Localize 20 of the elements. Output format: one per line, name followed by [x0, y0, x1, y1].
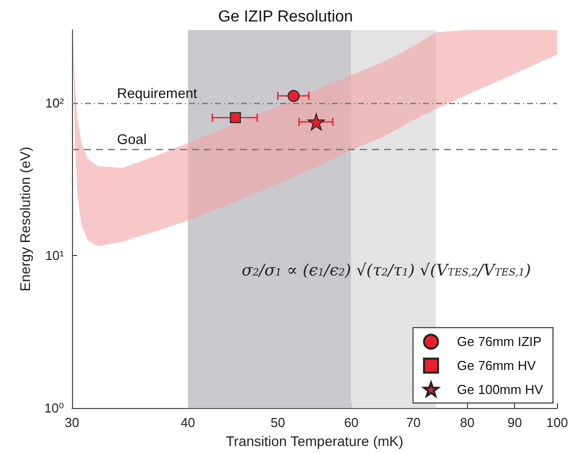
legend-label: Ge 100mm HV — [457, 382, 544, 397]
legend-label: Ge 76mm HV — [457, 358, 536, 374]
x-tick-label: 50 — [270, 415, 286, 430]
ref-line-label: Requirement — [117, 84, 198, 101]
x-tick-label: 80 — [460, 415, 474, 430]
y-tick-label: 10² — [45, 95, 65, 110]
y-axis-title: Energy Resolution (eV) — [17, 146, 33, 292]
x-tick-label: 30 — [64, 415, 80, 430]
x-axis-title: Transition Temperature (mK) — [226, 433, 404, 449]
x-tick-label: 60 — [344, 415, 359, 430]
x-tick-label: 90 — [507, 415, 522, 430]
text: σ2/σ1 ∝ (ϵ1/ϵ2) √(τ2/τ1) √(VTES,2/VTES,1) — [242, 260, 532, 280]
x-tick-label: 100 — [546, 415, 568, 430]
ref-line-label: Goal — [117, 130, 147, 147]
chart-title: Ge IZIP Resolution — [218, 8, 353, 26]
legend-label: Ge 76mm IZIP — [457, 334, 542, 350]
y-tick-label: 10¹ — [45, 248, 65, 263]
y-tick-label: 10⁰ — [44, 400, 64, 416]
x-tick-label: 40 — [180, 415, 196, 430]
x-tick-label: 70 — [406, 415, 421, 430]
